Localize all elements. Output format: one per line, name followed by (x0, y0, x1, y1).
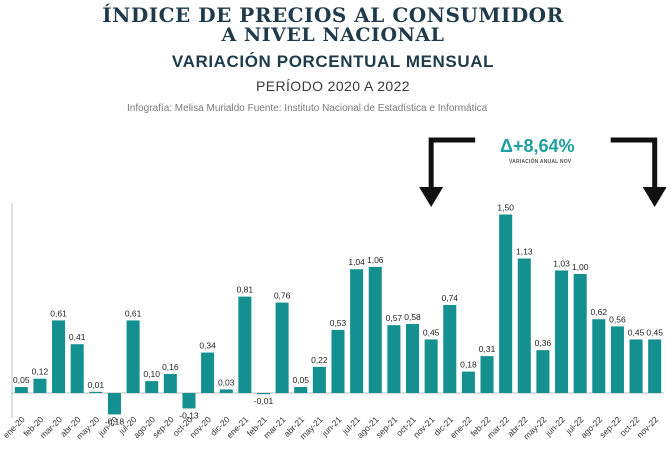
data-label: 0,31 (479, 344, 496, 354)
arrow-marker-nov-22 (610, 137, 666, 207)
data-label: 0,61 (50, 308, 67, 318)
data-label: 0,36 (535, 338, 552, 348)
chart-title-line-1: ÍNDICE DE PRECIOS AL CONSUMIDOR (102, 3, 564, 27)
bar (573, 274, 587, 393)
data-label: 0,16 (162, 362, 179, 372)
arrow-marker-nov-22-part (642, 187, 666, 207)
bar (107, 393, 121, 415)
bar (52, 320, 66, 393)
bar (480, 356, 494, 393)
data-label: 1,00 (572, 262, 589, 272)
x-tick-label: sep-20 (150, 414, 176, 440)
data-label: 0,61 (125, 308, 142, 318)
annual-change-label: VARIACIÓN ANUAL NOV (509, 159, 572, 165)
bar (350, 269, 364, 393)
data-label: 0,05 (13, 375, 30, 385)
data-label: 0,76 (274, 291, 291, 301)
annual-change-value: Δ+8,64% (500, 136, 575, 156)
bar (312, 366, 326, 393)
data-label: 0,34 (199, 341, 216, 351)
bar (592, 319, 606, 393)
x-tick-label: nov-22 (635, 414, 661, 440)
data-label: 0,41 (69, 332, 86, 342)
bar (648, 339, 662, 393)
data-label: 0,12 (32, 367, 49, 377)
bar (219, 389, 233, 393)
arrow-marker-nov-21 (419, 137, 476, 207)
bar (387, 325, 401, 393)
data-label: 0,58 (404, 312, 421, 322)
x-tick-label: ene-22 (448, 414, 474, 440)
data-label: 0,10 (143, 369, 160, 379)
period-label: PERÍODO 2020 A 2022 (256, 78, 410, 94)
chart-title-line-2: A NIVEL NACIONAL (221, 24, 445, 46)
data-label: -0,13 (179, 410, 199, 420)
data-label: 1,50 (497, 203, 514, 213)
bar (126, 320, 140, 393)
bar (461, 371, 475, 393)
x-tick-label: sep-22 (597, 414, 623, 440)
bar (499, 214, 513, 393)
data-label: 1,13 (516, 247, 533, 257)
data-label: 0,45 (423, 327, 440, 337)
bar (368, 266, 382, 393)
bar (331, 329, 345, 393)
bar (163, 373, 177, 393)
bar (536, 350, 550, 393)
x-tick-label: jun-22 (542, 414, 567, 439)
bar (14, 387, 28, 393)
x-tick-label: ene-21 (224, 414, 250, 440)
bar (33, 378, 47, 393)
data-label: 0,01 (88, 380, 105, 390)
bar (555, 270, 569, 393)
bar (89, 391, 103, 394)
bar (517, 258, 531, 393)
data-label: 1,03 (553, 258, 570, 268)
data-label: -0,18 (105, 416, 125, 426)
data-label: 0,03 (218, 377, 235, 387)
data-label: 0,53 (330, 318, 347, 328)
bar (405, 323, 420, 393)
data-label: 1,06 (367, 255, 384, 265)
bar (256, 393, 271, 395)
bar (294, 387, 308, 393)
bar (182, 393, 196, 409)
data-label: 0,74 (441, 293, 458, 303)
data-label: 0,45 (628, 327, 645, 337)
bar (238, 296, 252, 393)
bar (145, 381, 159, 393)
source-credit: Infografía: Melisa Murialdo Fuente: Inst… (127, 103, 488, 114)
data-label: 1,04 (348, 257, 365, 267)
data-label: 0,81 (237, 285, 254, 295)
data-label: 0,18 (460, 360, 477, 370)
data-label: 0,56 (609, 314, 626, 324)
x-tick-label: nov-21 (411, 414, 437, 440)
bar (424, 339, 438, 393)
data-label: 0,45 (646, 327, 663, 337)
bar (201, 352, 215, 393)
bar (610, 326, 624, 393)
bar (275, 302, 289, 393)
arrow-marker-nov-21-part (419, 187, 444, 207)
bar (629, 339, 643, 393)
data-label: 0,05 (292, 375, 309, 385)
chart-subtitle: VARIACIÓN PORCENTUAL MENSUAL (171, 52, 495, 71)
data-label: 0,57 (386, 313, 403, 323)
x-tick-label: ene-20 (1, 414, 27, 440)
x-tick-label: jun-21 (319, 414, 344, 439)
x-tick-label: sep-21 (374, 414, 400, 440)
data-label: 0,22 (311, 355, 328, 365)
data-label: -0,01 (254, 396, 274, 406)
bar (443, 304, 457, 393)
bar (70, 344, 84, 393)
data-label: 0,62 (591, 307, 608, 317)
